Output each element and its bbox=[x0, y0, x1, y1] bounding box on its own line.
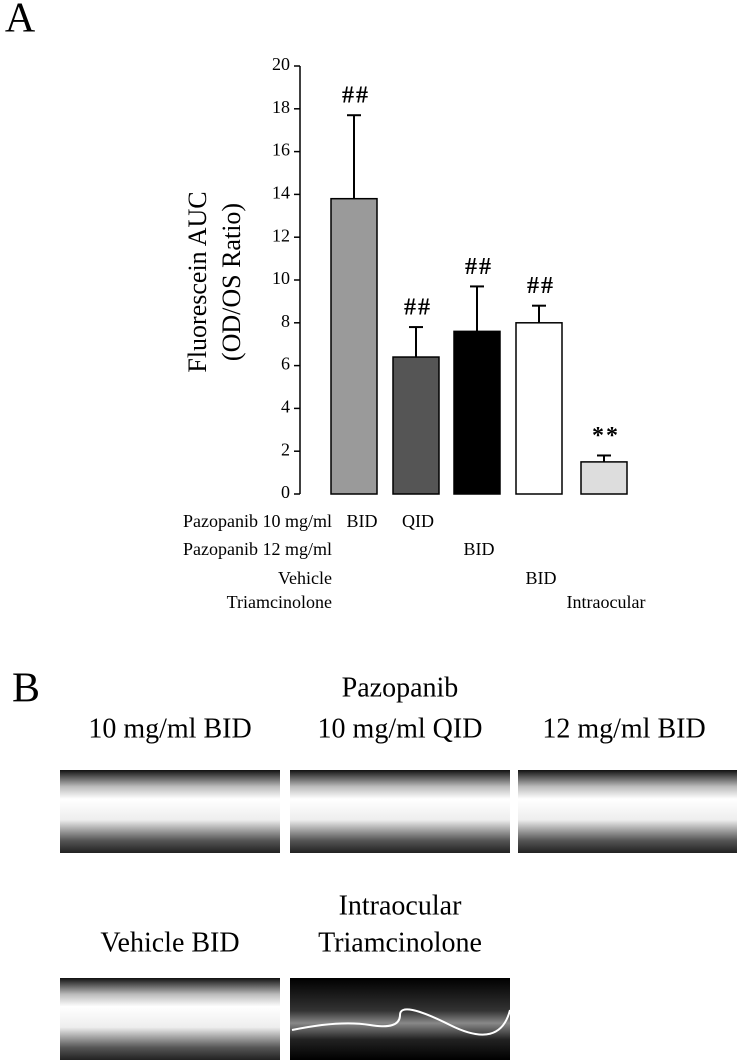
bar-chart: 0 2 4 6 8 10 12 14 16 18 20 Fluorescein AUC (OD/OS R… bbox=[183, 54, 646, 612]
y-tick-label: 18 bbox=[272, 97, 290, 117]
fundus-image bbox=[60, 978, 280, 1060]
group-title: Pazopanib bbox=[342, 672, 459, 703]
treatment-entry: BID bbox=[347, 511, 378, 531]
y-tick-label: 2 bbox=[281, 439, 290, 459]
fundus-image bbox=[290, 770, 510, 853]
y-tick-label: 8 bbox=[281, 311, 290, 331]
y-tick-label: 14 bbox=[272, 183, 290, 203]
significance-label: ## bbox=[404, 295, 432, 321]
image-caption: 10 mg/ml QID bbox=[318, 713, 483, 744]
treatment-entry: BID bbox=[464, 539, 495, 559]
y-tick-label: 12 bbox=[272, 225, 290, 245]
image-caption: Vehicle BID bbox=[100, 927, 239, 958]
image-caption: Triamcinolone bbox=[318, 927, 482, 958]
treatment-entry: Intraocular bbox=[567, 592, 646, 612]
fundus-image bbox=[518, 770, 737, 853]
y-tick-label: 4 bbox=[281, 397, 290, 417]
significance-label: ## bbox=[527, 273, 555, 299]
panel-label: A bbox=[5, 0, 36, 42]
treatment-label: Pazopanib 10 mg/ml bbox=[183, 511, 332, 531]
y-tick-label: 10 bbox=[272, 268, 290, 288]
y-tick-label: 16 bbox=[272, 140, 290, 160]
treatment-entry: BID bbox=[526, 568, 557, 588]
y-axis-label: Fluorescein AUC bbox=[183, 191, 212, 372]
image-caption: 10 mg/ml BID bbox=[88, 713, 251, 744]
treatment-label: Triamcinolone bbox=[227, 592, 332, 612]
treatment-entry: QID bbox=[402, 511, 434, 531]
image-caption: Intraocular bbox=[339, 890, 462, 921]
bar bbox=[330, 197, 378, 495]
significance-label: ** bbox=[592, 423, 620, 449]
bar bbox=[392, 356, 440, 495]
y-axis-label: (OD/OS Ratio) bbox=[217, 203, 246, 361]
bar bbox=[515, 322, 563, 495]
significance-label: ## bbox=[342, 83, 370, 109]
bar bbox=[580, 461, 628, 495]
treatment-label: Vehicle bbox=[278, 568, 332, 588]
significance-label: ## bbox=[465, 254, 493, 280]
fundus-image bbox=[60, 770, 280, 853]
vessel bbox=[291, 1008, 511, 1036]
y-tick-label: 0 bbox=[281, 482, 290, 502]
panel-label: B bbox=[12, 666, 40, 712]
y-tick-label: 6 bbox=[281, 354, 290, 374]
image-caption: 12 mg/ml BID bbox=[542, 713, 705, 744]
bar bbox=[453, 330, 501, 495]
y-tick-label: 20 bbox=[272, 54, 290, 74]
treatment-label: Pazopanib 12 mg/ml bbox=[183, 539, 332, 559]
